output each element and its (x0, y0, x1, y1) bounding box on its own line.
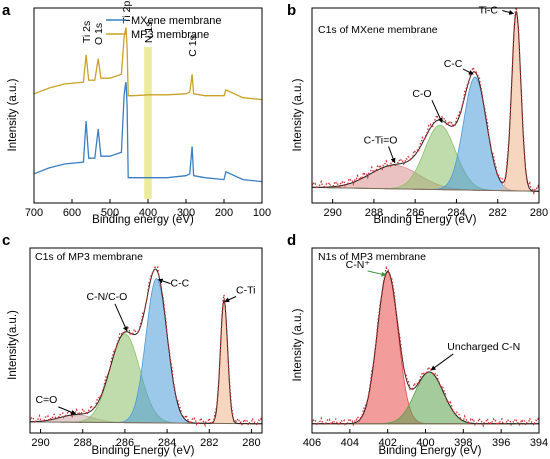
component-arrow-c-n (367, 270, 387, 277)
panel-c-x-axis-label: Binding Energy (eV) (92, 445, 195, 457)
peak-label-c-1s: C 1s (187, 35, 199, 57)
peak-label-o-1s: O 1s (93, 23, 105, 45)
component-label-uncharged-c-n: Uncharged C-N (447, 341, 520, 353)
panel-d-y-axis-label: Intensity (a.u.) (292, 308, 304, 381)
panel-d-x-tick-label: 404 (341, 437, 359, 449)
panel-d-n1s-mp3: Intensity (a.u.) Binding Energy (eV) N1s… (292, 247, 548, 457)
panel-a-legend: MXene membrane MP3 membrane (106, 15, 222, 41)
component-label-c-n-c-o: C-N/C-O (86, 291, 127, 303)
panel-b-y-axis-label: Intensity (a.u.) (292, 78, 304, 151)
panel-c-plot (29, 265, 263, 428)
panel-c-plot-frame (29, 247, 263, 434)
panel-d-title: N1s of MP3 membrane (318, 251, 426, 263)
component-arrow-c-ti (224, 296, 237, 303)
panel-a-y-axis-label: Intensity (a.u.) (7, 78, 19, 151)
panel-a-x-tick-label: 500 (101, 207, 119, 219)
n1s-highlight-band (144, 47, 152, 200)
panel-d-ticks: 406 404 402 400 398 396 394 (303, 429, 548, 449)
panel-b-x-tick-label: 282 (489, 207, 507, 219)
panel-b-x-tick-label: 288 (365, 207, 383, 219)
component-arrow-uncharged-c-n (430, 353, 454, 371)
panel-d-x-tick-label: 406 (303, 437, 321, 449)
panel-c-y-axis-label: Intensity(a.u.) (7, 310, 19, 380)
panel-b-ticks: 290 288 286 284 282 280 (323, 199, 548, 219)
component-label-c-n: C-N⁺ (346, 259, 371, 271)
panel-c-x-tick-label: 290 (31, 437, 49, 449)
panel-a-x-tick-label: 100 (253, 207, 271, 219)
component-label-ti-c: Ti-C (479, 5, 499, 17)
fitted-envelope (312, 11, 539, 192)
panel-label-b: b (287, 2, 296, 19)
panel-d-x-tick-label: 400 (416, 437, 434, 449)
panel-a-x-tick-label: 400 (139, 207, 157, 219)
component-label-c-o: C-O (412, 88, 431, 100)
panel-b-x-tick-label: 286 (406, 207, 424, 219)
legend-label-mxene-membrane: MXene membrane (131, 15, 222, 27)
panel-d-component-labels: C-N⁺ Uncharged C-N (346, 259, 520, 371)
panel-b-x-tick-label: 284 (447, 207, 465, 219)
panel-d-x-tick-label: 398 (454, 437, 472, 449)
panel-a-peak-labels: Ti 2s O 1s Ti 2p N 1s C 1s (81, 0, 199, 56)
component-label-c-ti: C-Ti (236, 284, 255, 296)
panel-c-ticks: 290 288 286 284 282 280 (31, 429, 261, 449)
panel-label-a: a (2, 2, 11, 19)
panel-c-x-tick-label: 282 (200, 437, 218, 449)
component-arrow-c-n-c-o (114, 303, 128, 332)
panel-b-c1s-mxene: Intensity (a.u.) Binding Energy (eV) C1s… (292, 5, 548, 226)
peak-label-n-1s: N 1s (143, 22, 155, 44)
component-label-c-o: C=O (35, 394, 57, 406)
component-arrow-c-ti-o (388, 146, 396, 164)
panel-label-d: d (287, 232, 296, 249)
panel-c-x-tick-label: 286 (116, 437, 134, 449)
panel-c-title: C1s of MP3 membrane (35, 251, 143, 263)
series-line-mxene-membrane (33, 81, 263, 183)
panel-a-x-tick-label: 700 (25, 207, 43, 219)
component-label-c-c: C-C (171, 278, 190, 290)
panel-b-x-tick-label: 290 (323, 207, 341, 219)
panel-c-component-labels: C=O C-N/C-O C-C C-Ti (35, 278, 255, 415)
peak-label-ti-2p: Ti 2p (121, 0, 133, 23)
component-arrow-c-c (157, 278, 171, 285)
panel-d-x-tick-label: 396 (492, 437, 510, 449)
component-arrow-c-c (462, 68, 474, 75)
component-arrow-c-o (58, 406, 77, 415)
background-baseline (311, 186, 540, 192)
panel-b-plot-frame (311, 7, 540, 204)
panel-d-x-axis-label: Binding Energy (eV) (379, 445, 482, 457)
component-label-c-ti-o: C-Ti=O (364, 134, 398, 146)
legend-label-mp3-membrane: MP3 membrane (131, 29, 209, 41)
panel-a-x-tick-label: 300 (177, 207, 195, 219)
panel-b-title: C1s of MXene membrane (318, 24, 438, 36)
peak-label-ti-2s: Ti 2s (81, 21, 93, 43)
panel-a-x-tick-label: 600 (63, 207, 81, 219)
panel-d-x-tick-label: 394 (530, 437, 548, 449)
component-label-c-c: C-C (444, 58, 463, 70)
panel-c-x-tick-label: 284 (158, 437, 176, 449)
panel-a-x-axis-label: Binding energy (eV) (92, 214, 194, 226)
panel-a-survey-spectrum: Intensity (a.u.) Binding energy (eV) 700… (7, 0, 271, 226)
panel-label-c: c (2, 232, 10, 249)
panel-a-x-tick-label: 200 (215, 207, 233, 219)
panel-c-c1s-mp3: Intensity(a.u.) Binding Energy (eV) C1s … (7, 247, 263, 457)
panel-a-ticks: 700 600 500 400 300 200 100 (25, 199, 271, 219)
panel-c-x-tick-label: 288 (74, 437, 92, 449)
panel-b-plot (311, 7, 540, 196)
panel-b-x-axis-label: Binding Energy (eV) (374, 214, 477, 226)
raw-spectrum (311, 7, 540, 196)
panel-a-series (33, 27, 263, 183)
panel-d-x-tick-label: 402 (378, 437, 396, 449)
panel-d-plot-frame (311, 247, 540, 434)
component-arrow-c-o (431, 100, 443, 124)
component-peak-uncharged-c-n (311, 371, 540, 425)
series-line-mp3-membrane (33, 27, 263, 101)
component-arrow-ti-c (502, 10, 515, 15)
panel-c-x-tick-label: 280 (242, 437, 260, 449)
background-baseline (29, 421, 263, 425)
panel-b-x-tick-label: 280 (530, 207, 548, 219)
panel-a-plot-frame (33, 7, 263, 204)
